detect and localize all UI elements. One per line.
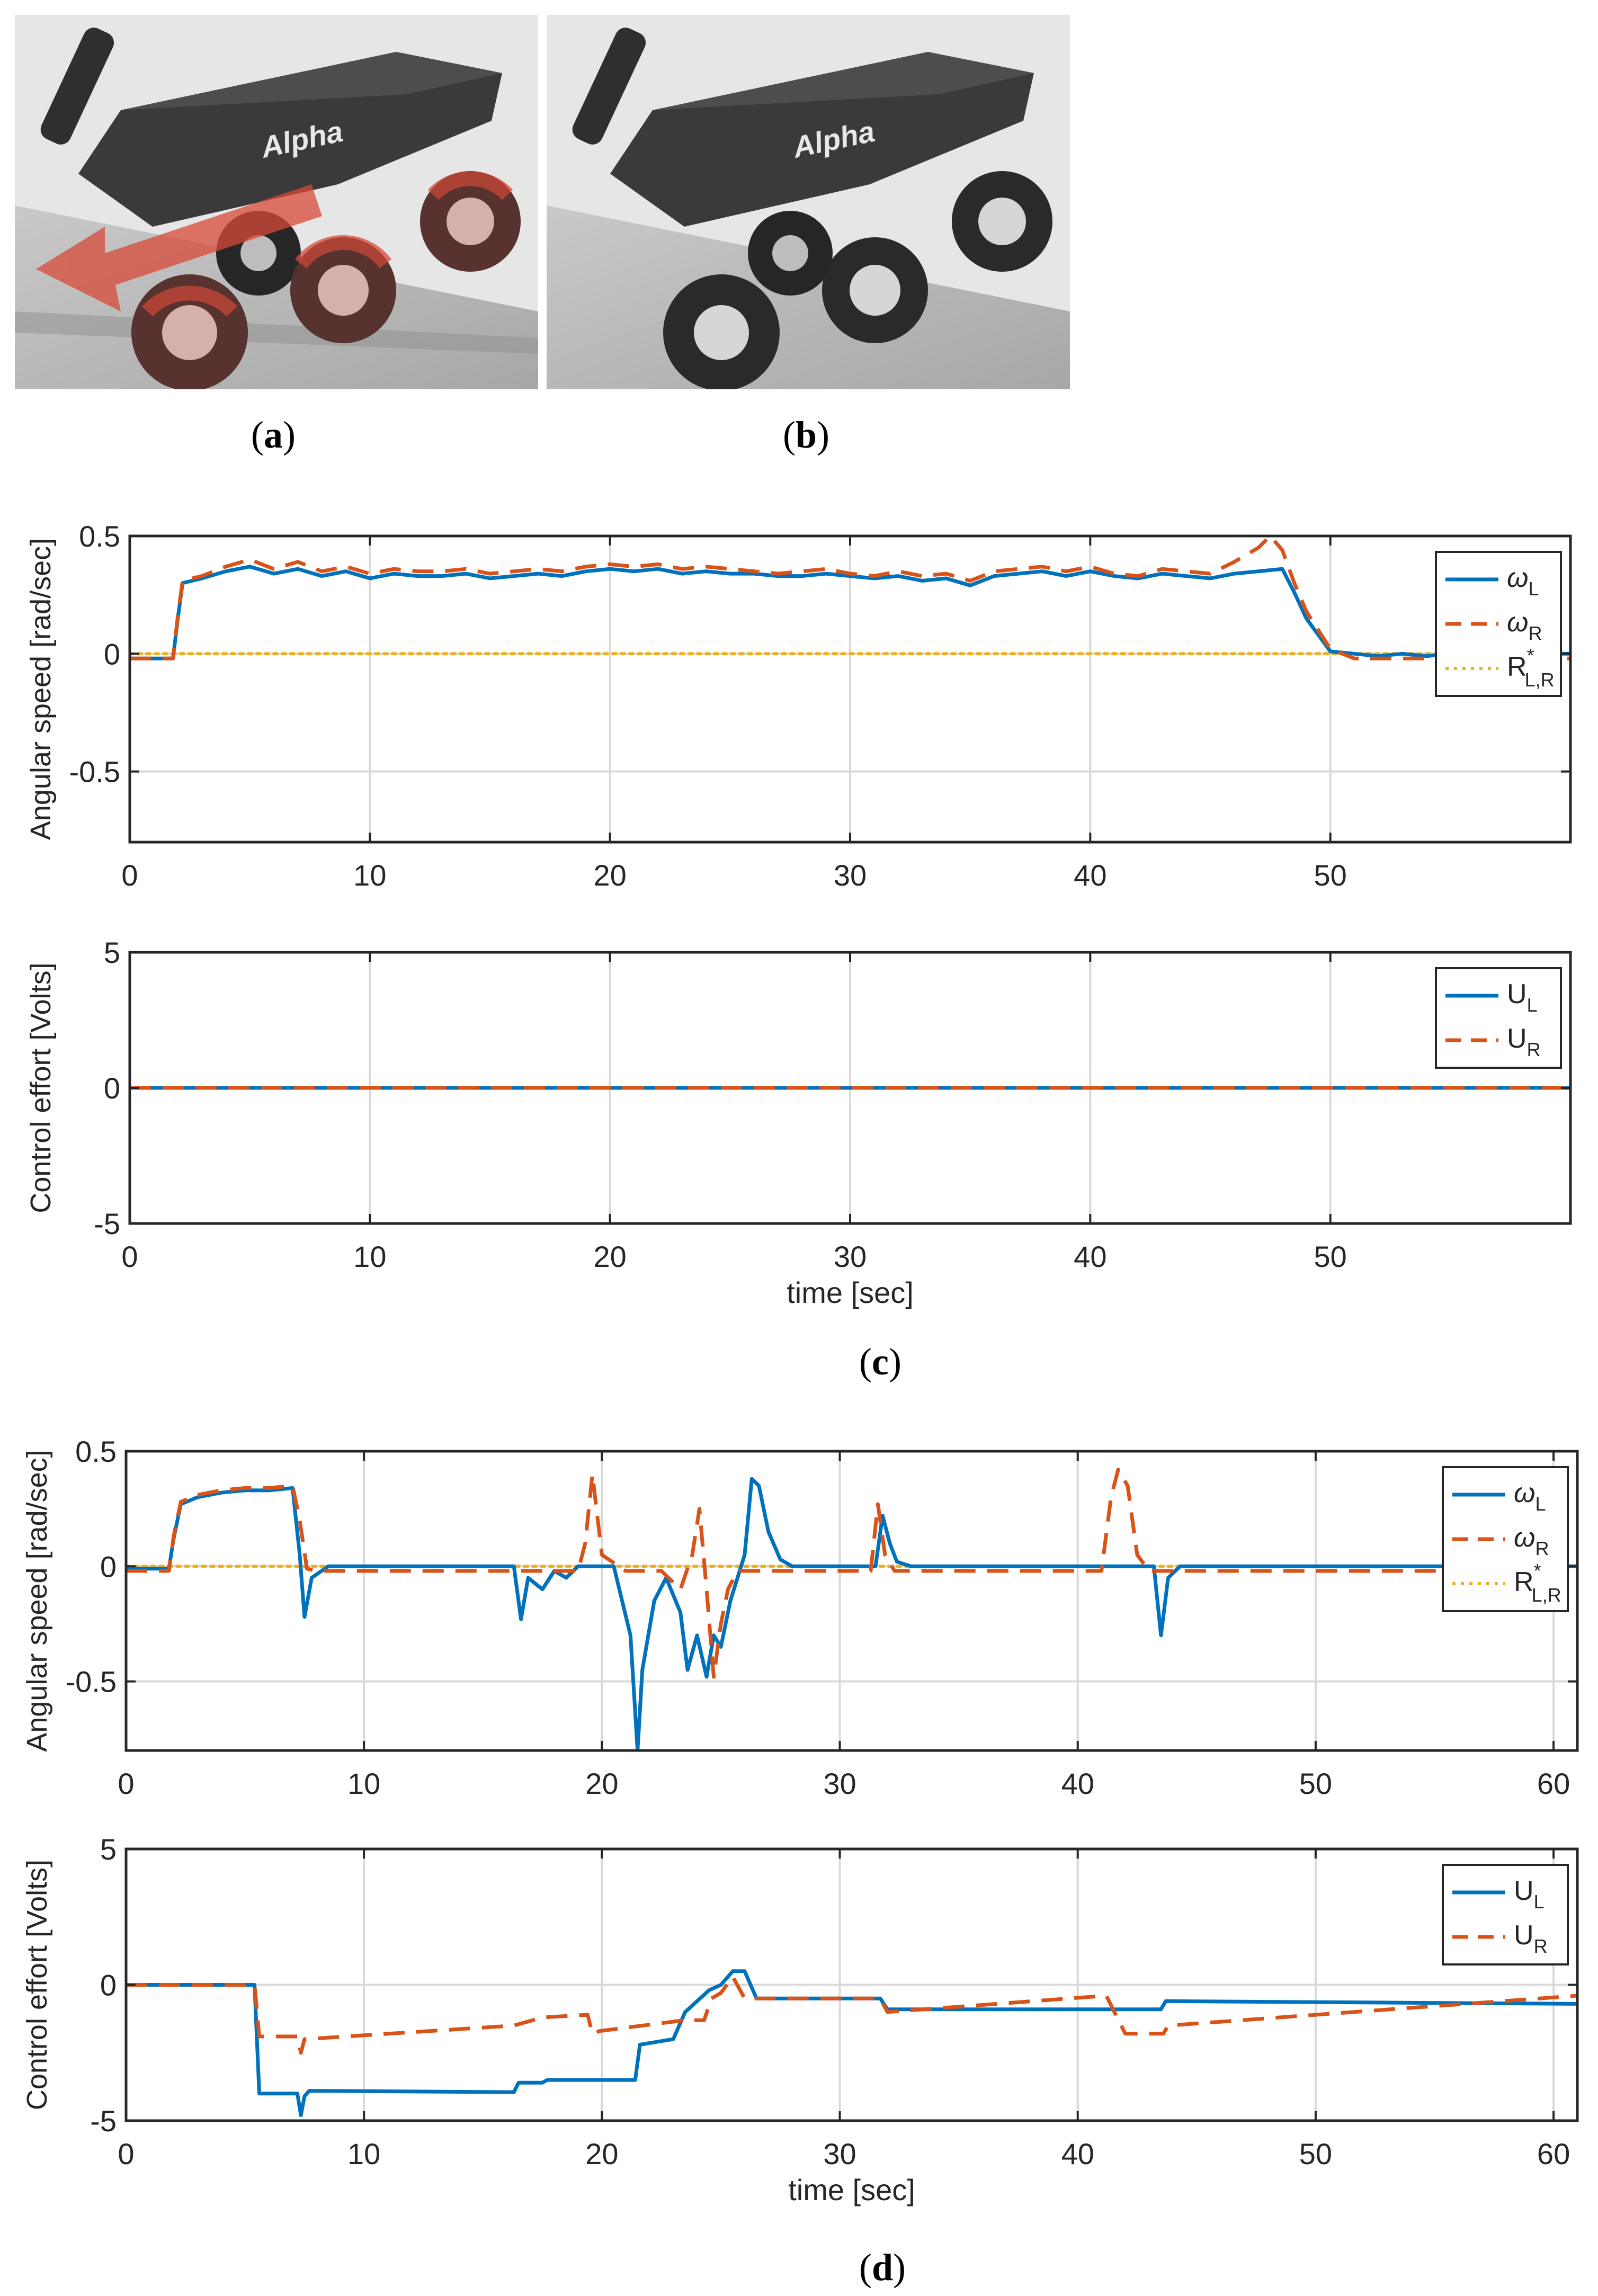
rover-photo: Alpha	[547, 15, 1070, 389]
x-tick-label: 50	[1314, 1240, 1347, 1273]
legend-box	[1435, 967, 1562, 1069]
wheel-icon	[420, 171, 521, 272]
y-tick-label: -0.5	[66, 1665, 117, 1699]
photo-b: Alpha	[547, 15, 1070, 389]
x-tick-label: 20	[585, 1767, 618, 1800]
legend-label: UR	[1507, 1023, 1541, 1060]
series-line-dashed	[126, 1468, 1577, 1679]
y-tick-label: -5	[90, 2104, 117, 2138]
series-group	[126, 1468, 1577, 1750]
y-tick-label: 0	[104, 1071, 120, 1105]
y-tick-label: 0.5	[79, 520, 120, 553]
y-tick-label: 0	[100, 1550, 117, 1583]
legend-label: R* L,R	[1514, 1560, 1561, 1606]
series-line-solid	[130, 565, 1570, 660]
x-tick-label: 40	[1074, 859, 1106, 892]
legend-label: ωL	[1507, 562, 1539, 600]
y-tick-label: 0.5	[75, 1435, 117, 1468]
x-tick-label: 60	[1537, 1767, 1570, 1800]
x-tick-label: 0	[118, 2137, 134, 2170]
legend-label: UR	[1514, 1920, 1548, 1957]
wheel-icon	[822, 237, 928, 343]
x-tick-label: 40	[1061, 1767, 1094, 1800]
x-tick-label: 40	[1061, 2137, 1094, 2170]
axes-frame	[124, 1450, 1579, 1752]
chart-c-top: 0 10 20 30 40 50 -0.5 0 0.5 Angular speed [rad/se…	[25, 520, 1572, 892]
legend: ωL ωRR* L,R	[1442, 1466, 1569, 1612]
x-tick-label: 10	[347, 2137, 380, 2170]
x-tick-label: 0	[121, 859, 138, 892]
caption-b-letter: b	[795, 414, 817, 456]
series-line-solid	[126, 1477, 1577, 1750]
wheel-icon	[952, 171, 1052, 272]
legend: UL UR	[1435, 967, 1562, 1069]
legend: ωL ωRR* L,R	[1435, 551, 1562, 697]
series-line-solid	[126, 1969, 1577, 2118]
y-axis-label: Control effort [Volts]	[25, 962, 57, 1213]
legend-label: ωR	[1514, 1522, 1549, 1559]
series-group	[130, 536, 1570, 660]
x-tick-label: 30	[834, 1240, 867, 1273]
series-line-dashed	[126, 1975, 1577, 2055]
series-group	[126, 1969, 1577, 2118]
legend-label: ωR	[1507, 607, 1542, 644]
legend-label: UL	[1507, 979, 1538, 1016]
wheel-icon	[663, 274, 780, 389]
x-tick-label: 10	[353, 1240, 386, 1273]
x-tick-label: 30	[834, 859, 867, 892]
wheel-icon	[290, 237, 396, 343]
x-axis-label: time [sec]	[787, 1276, 914, 1309]
photo-a: Alpha	[15, 15, 538, 389]
x-tick-label: 60	[1537, 2137, 1570, 2170]
y-tick-label: -0.5	[69, 755, 121, 789]
x-tick-label: 20	[585, 2137, 618, 2170]
caption-d: (d)	[859, 2246, 906, 2289]
x-tick-label: 0	[121, 1240, 138, 1273]
x-axis-label: time [sec]	[788, 2173, 915, 2206]
caption-c: (c)	[859, 1341, 901, 1383]
x-tick-label: 40	[1074, 1240, 1106, 1273]
series-line-dashed	[130, 536, 1570, 660]
x-tick-label: 50	[1314, 859, 1347, 892]
x-tick-label: 0	[118, 1767, 134, 1800]
caption-b: (b)	[783, 414, 830, 456]
y-axis-label: Angular speed [rad/sec]	[21, 1450, 53, 1752]
y-axis-label: Control effort [Volts]	[21, 1860, 53, 2110]
rover-photo-with-arrows: Alpha	[15, 15, 538, 389]
chart-d-top: 0 10 20 30 40 50 60 -0.5 0 0.5 Angular speed [rad/…	[21, 1435, 1579, 1800]
y-tick-label: 5	[104, 936, 120, 969]
x-tick-label: 20	[594, 859, 627, 892]
y-tick-label: 0	[100, 1969, 117, 2002]
x-tick-label: 10	[353, 859, 386, 892]
wheel-icon	[748, 211, 833, 296]
motion-arrow-icon	[36, 171, 521, 389]
y-tick-label: 5	[100, 1833, 117, 1866]
plot-area	[126, 1451, 1577, 1750]
legend-label: UL	[1514, 1875, 1545, 1913]
x-tick-label: 30	[823, 1767, 856, 1800]
legend-box	[1442, 1864, 1569, 1966]
y-axis-label: Angular speed [rad/sec]	[25, 538, 57, 840]
caption-a: (a)	[251, 414, 296, 456]
caption-d-letter: d	[871, 2246, 894, 2289]
caption-c-letter: c	[871, 1341, 889, 1383]
y-tick-label: 0	[104, 637, 120, 671]
caption-a-letter: a	[263, 414, 283, 456]
legend-label: ωL	[1514, 1478, 1546, 1515]
x-tick-label: 50	[1299, 1767, 1332, 1800]
legend: UL UR	[1442, 1864, 1569, 1966]
legend-label: R* L,R	[1507, 645, 1555, 691]
x-tick-label: 10	[347, 1767, 380, 1800]
x-tick-label: 50	[1299, 2137, 1332, 2170]
y-tick-label: -5	[94, 1207, 120, 1240]
x-tick-label: 20	[594, 1240, 627, 1273]
x-tick-label: 30	[823, 2137, 856, 2170]
